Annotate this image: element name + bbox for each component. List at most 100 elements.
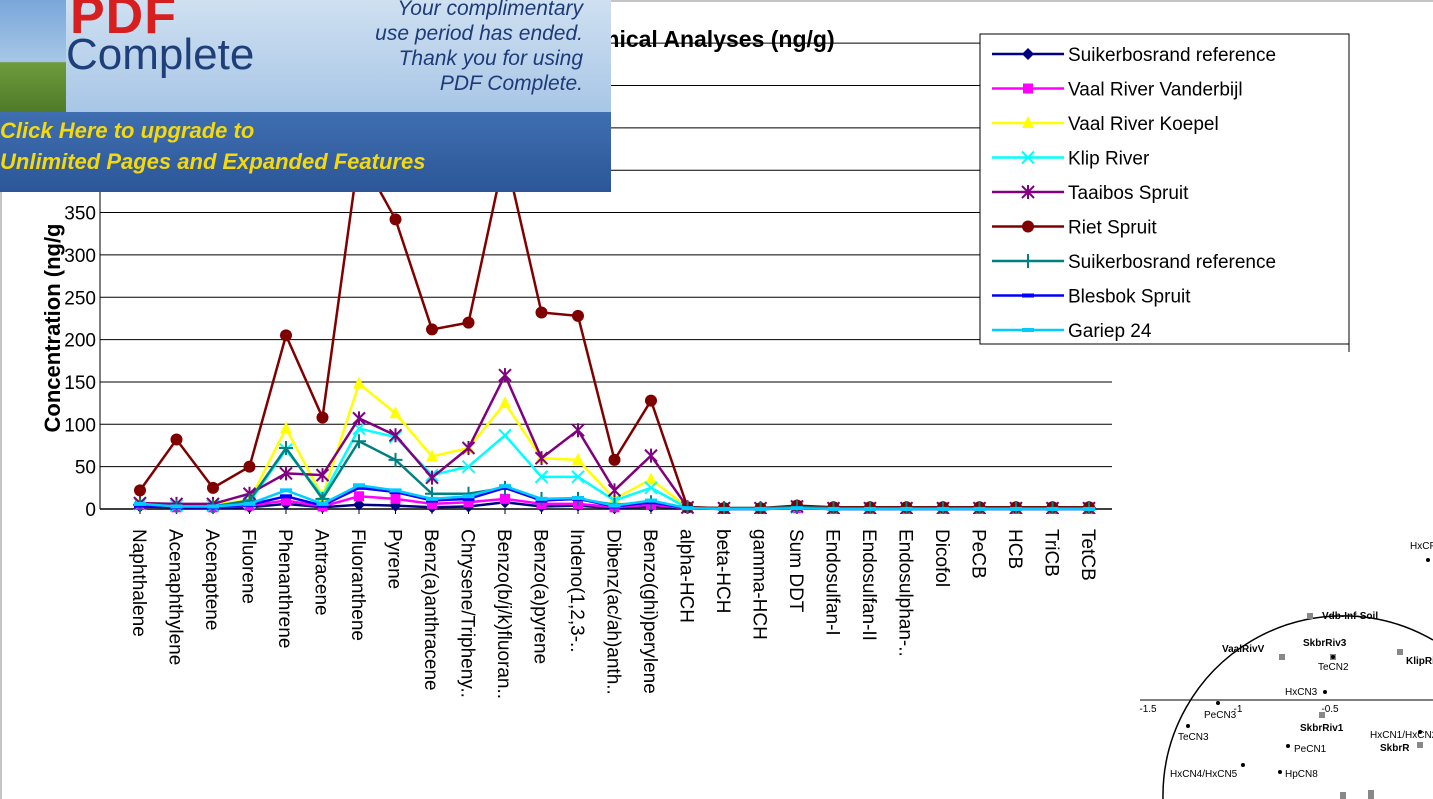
data-point [279, 441, 293, 456]
banner-message-line: PDF Complete. [439, 72, 583, 95]
pca-point-marker [1418, 730, 1422, 734]
data-point [280, 329, 292, 342]
data-point [644, 481, 658, 495]
y-tick-label: 50 [75, 458, 96, 479]
legend-entry-label: Taaibos Spruit [1068, 183, 1189, 204]
pca-point-marker [1323, 690, 1327, 694]
pca-point-label: PeCN1 [1294, 744, 1327, 755]
x-tick-label: Endosulfan-II [858, 529, 879, 641]
pca-axis-label: -1 [1234, 704, 1243, 715]
x-tick-label: beta-HCH [712, 529, 733, 613]
legend-entry-label: Vaal River Koepel [1068, 114, 1219, 135]
data-point [608, 503, 621, 508]
legend-entry-label: Klip River [1068, 149, 1150, 170]
data-point [1022, 328, 1034, 332]
data-point [243, 460, 256, 473]
banner-photo [0, 0, 66, 112]
banner-message-line: use period has ended. [375, 22, 583, 45]
data-point [499, 484, 511, 489]
x-tick-label: PeCB [968, 529, 989, 579]
logo-chevron-icon: ∨ [72, 0, 86, 16]
x-tick-label: TriCB [1041, 529, 1062, 577]
x-tick-label: Phenanthrene [274, 529, 295, 648]
series-group [133, 147, 1096, 514]
logo-complete-text: Complete [66, 30, 255, 79]
data-point [462, 316, 475, 329]
legend-entry-label: Suikerbosrand reference [1068, 252, 1276, 273]
x-tick-label: Benzo(a)pyrene [530, 529, 551, 664]
x-tick-label: gamma-HCH [749, 529, 770, 640]
pca-point-label: HxCN3 [1285, 687, 1318, 698]
x-tick-label: Dibenz(ac/ah)anth.. [603, 529, 624, 695]
pca-point-marker [1426, 558, 1430, 562]
data-point [134, 484, 146, 497]
y-tick-label: 300 [64, 246, 96, 267]
data-point [973, 507, 986, 511]
data-point [1046, 507, 1059, 511]
data-point [389, 488, 402, 493]
data-point [534, 451, 549, 466]
pca-point-label: TeCN2 [1318, 662, 1349, 673]
banner-message-line: Thank you for using [398, 47, 583, 70]
data-point [535, 306, 548, 319]
data-point [1022, 293, 1034, 298]
pca-point-marker [1340, 792, 1346, 799]
pca-point-marker [1278, 770, 1282, 774]
data-point [426, 449, 438, 462]
legend-entry-label: Vaal River Vanderbijl [1068, 80, 1243, 101]
upgrade-link-features[interactable]: Unlimited Pages and Expanded Features [0, 149, 426, 174]
pca-point-label: HxCN1/HxCN2 [1370, 730, 1433, 741]
data-point [645, 498, 657, 503]
pca-point-marker [1368, 790, 1374, 799]
data-point [389, 406, 402, 419]
x-tick-label: Benz(a)anthracene [420, 529, 441, 691]
data-point [462, 494, 475, 499]
pca-point-label: SkbrRiv1 [1300, 723, 1344, 734]
data-point [498, 428, 512, 443]
y-axis-label: Concentration (ng/g [40, 224, 65, 433]
banner-message-line: Your complimentary [397, 0, 583, 20]
data-point [462, 496, 475, 501]
data-point [1022, 48, 1034, 60]
upgrade-link-area[interactable]: Click Here to upgrade to Unlimited Pages… [0, 112, 611, 192]
data-point [1021, 185, 1035, 199]
x-tick-label: Fluorene [238, 529, 259, 604]
x-tick-label: Endosulfan-I [822, 529, 843, 636]
data-point [170, 433, 183, 446]
pca-axis-label: -1.5 [1139, 704, 1157, 715]
data-point [389, 213, 402, 226]
banner-message: Your complimentary use period has ended.… [303, 0, 583, 96]
data-point [499, 396, 511, 409]
pca-point-marker [1319, 712, 1325, 718]
x-tick-label: Indeno(1,2,3-.. [566, 529, 587, 653]
y-tick-label: 250 [64, 288, 96, 309]
data-point [864, 507, 876, 511]
data-point [170, 504, 183, 509]
series-8 [134, 483, 1095, 511]
pca-inset: -1.5 -1 -0.5 HxCF Vdb-Inf-Soil SkbrRiv3 VaalRi… [1139, 541, 1433, 799]
x-tick-label: Fluoranthene [347, 529, 368, 641]
data-point [571, 470, 585, 484]
upgrade-link[interactable]: Click Here to upgrade to [0, 118, 255, 143]
pca-point-marker [1307, 613, 1313, 619]
data-point [353, 498, 365, 511]
pca-point-label: TeCN3 [1178, 732, 1209, 743]
data-point [353, 483, 365, 488]
data-point [608, 453, 621, 466]
x-tick-label: Dicofol [931, 529, 952, 587]
x-tick-label: Naphthalene [128, 529, 149, 637]
x-tick-label: Pyrene [384, 529, 405, 589]
data-point [572, 495, 584, 500]
data-point [1023, 83, 1033, 94]
upgrade-banner[interactable]: ∨ PDF Complete Your complimentary use pe… [0, 0, 611, 192]
data-point [463, 497, 474, 508]
x-tick-label: Antracene [311, 529, 332, 616]
data-point [134, 501, 146, 506]
x-tick-label: TetCB [1077, 529, 1098, 581]
y-tick-label: 100 [64, 415, 96, 436]
legend-entry-label: Blesbok Spruit [1068, 287, 1191, 308]
legend: Suikerbosrand reference Vaal River Vander… [979, 33, 1350, 352]
data-point [426, 323, 438, 336]
data-point [535, 496, 548, 501]
pca-point-label: HpCN8 [1285, 769, 1318, 780]
